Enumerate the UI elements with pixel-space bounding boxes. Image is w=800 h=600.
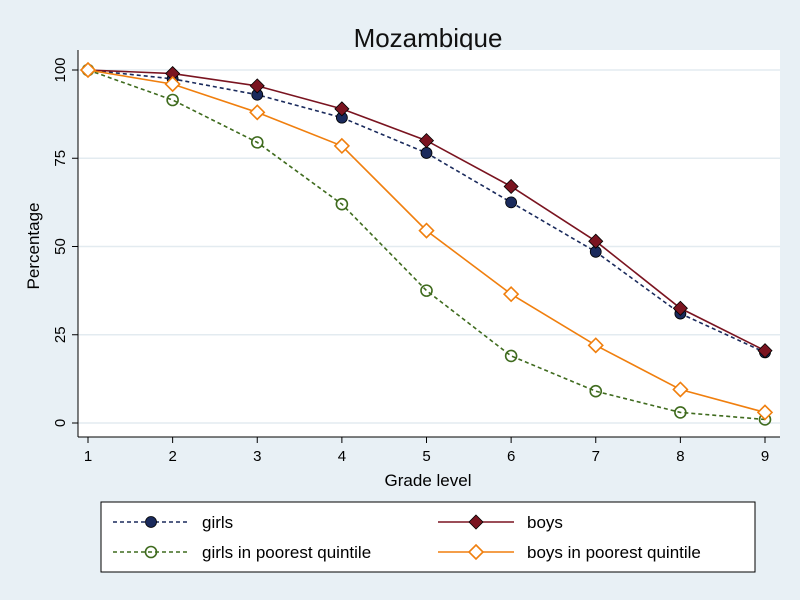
data-point-boys (588, 233, 604, 249)
legend-box (100, 501, 756, 573)
y-tick-label: 50 (52, 238, 69, 255)
y-tick-label: 25 (52, 326, 69, 343)
chart-title: Mozambique (354, 23, 503, 53)
series-boys-in-poorest-quintile (79, 61, 774, 421)
data-point-boys (757, 343, 773, 359)
legend-label: boys (527, 513, 563, 532)
x-tick-label: 9 (761, 448, 769, 465)
data-point-boys (334, 101, 350, 117)
data-point-girls-in-poorest-quintile (674, 406, 687, 419)
data-point-boys-in-poorest-quintile (333, 137, 351, 155)
data-point-boys-in-poorest-quintile (672, 381, 689, 398)
data-point-girls-in-poorest-quintile (250, 136, 264, 149)
data-point-boys-in-poorest-quintile (249, 104, 266, 121)
data-point-boys (418, 133, 435, 149)
legend-marker (145, 516, 157, 528)
x-tick-label: 6 (507, 448, 515, 465)
data-point-girls-in-poorest-quintile (589, 384, 603, 398)
data-point-girls-in-poorest-quintile (166, 93, 179, 107)
legend: girls boys girls in poorest quintile boys i… (100, 501, 756, 573)
data-point-boys (672, 300, 688, 316)
data-point-boys-in-poorest-quintile (756, 404, 774, 421)
y-tick-label: 100 (52, 57, 69, 82)
data-point-boys (249, 78, 265, 94)
legend-label: girls in poorest quintile (202, 543, 371, 562)
data-point-boys-in-poorest-quintile (418, 222, 435, 239)
data-point-girls-in-poorest-quintile (420, 284, 433, 297)
axes: 0 25 50 75 100 1 2 3 4 5 6 7 8 9 (52, 50, 780, 465)
data-point-boys (503, 178, 519, 195)
x-tick-label: 5 (422, 448, 430, 465)
y-tick-label: 0 (52, 419, 69, 427)
series-line-girls-in-poorest-quintile (87, 69, 766, 421)
legend-item-girls-in-poorest-quintile: girls in poorest quintile (113, 543, 371, 562)
data-point-boys-in-poorest-quintile (502, 286, 520, 303)
y-axis-title: Percentage (24, 203, 43, 290)
y-tick-label: 75 (52, 150, 69, 167)
x-tick-label: 1 (84, 448, 92, 465)
data-point-girls (505, 196, 518, 209)
data-point-girls (420, 147, 433, 159)
legend-item-boys: boys (438, 513, 563, 532)
legend-marker (467, 543, 485, 561)
data-point-girls-in-poorest-quintile (335, 197, 349, 211)
legend-item-girls: girls (113, 513, 233, 532)
x-axis-title: Grade level (385, 471, 472, 490)
x-tick-label: 7 (592, 448, 600, 465)
legend-label: boys in poorest quintile (527, 543, 701, 562)
legend-item-boys-in-poorest-quintile: boys in poorest quintile (438, 543, 701, 562)
data-point-boys-in-poorest-quintile (79, 61, 97, 79)
series-layer (79, 61, 774, 426)
x-tick-label: 8 (676, 448, 684, 465)
data-point-boys-in-poorest-quintile (587, 337, 604, 354)
data-point-boys-in-poorest-quintile (164, 75, 181, 93)
legend-label: girls (202, 513, 233, 532)
x-tick-label: 4 (338, 448, 346, 465)
legend-marker (144, 545, 158, 559)
plot-area (78, 50, 780, 437)
x-tick-label: 3 (253, 448, 261, 465)
x-tick-label: 2 (168, 448, 176, 465)
gridlines (78, 69, 780, 424)
legend-marker (468, 514, 484, 530)
data-point-girls-in-poorest-quintile (504, 349, 518, 363)
